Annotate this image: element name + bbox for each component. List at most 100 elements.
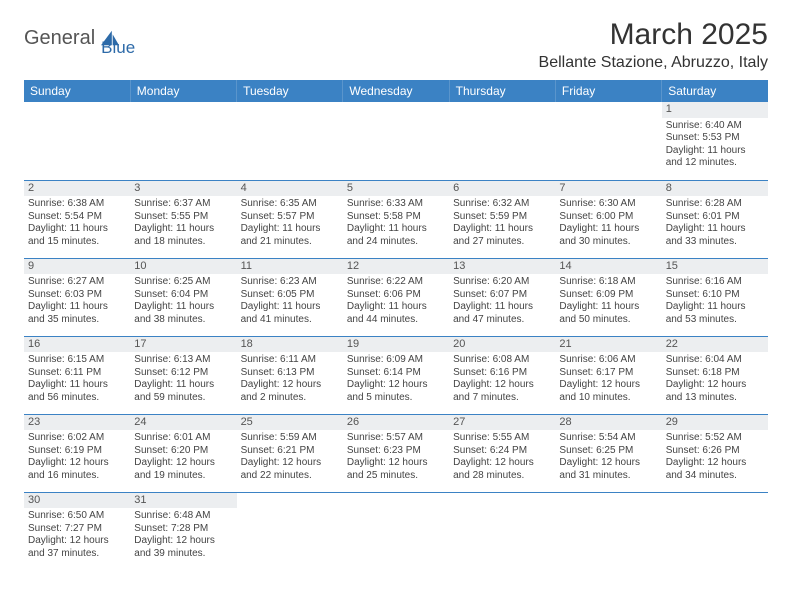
sunset-text: Sunset: 6:20 PM bbox=[134, 445, 232, 458]
calendar-day-cell: 24Sunrise: 6:01 AMSunset: 6:20 PMDayligh… bbox=[130, 414, 236, 492]
sunrise-text: Sunrise: 6:11 AM bbox=[241, 354, 339, 367]
daylight-text: Daylight: 12 hours and 39 minutes. bbox=[134, 535, 232, 560]
day-number: 2 bbox=[24, 181, 130, 197]
sunrise-text: Sunrise: 6:06 AM bbox=[559, 354, 657, 367]
day-number: 16 bbox=[24, 337, 130, 353]
daylight-text: Daylight: 11 hours and 50 minutes. bbox=[559, 301, 657, 326]
sunrise-text: Sunrise: 6:38 AM bbox=[28, 198, 126, 211]
sunrise-text: Sunrise: 6:30 AM bbox=[559, 198, 657, 211]
sunset-text: Sunset: 6:18 PM bbox=[666, 367, 764, 380]
calendar-day-cell bbox=[237, 102, 343, 180]
weekday-header: Friday bbox=[555, 80, 661, 102]
daylight-text: Daylight: 11 hours and 56 minutes. bbox=[28, 379, 126, 404]
daylight-text: Daylight: 12 hours and 28 minutes. bbox=[453, 457, 551, 482]
calendar-day-cell bbox=[662, 492, 768, 570]
weekday-header: Sunday bbox=[24, 80, 130, 102]
day-number: 9 bbox=[24, 259, 130, 275]
sunrise-text: Sunrise: 6:23 AM bbox=[241, 276, 339, 289]
calendar-day-cell: 21Sunrise: 6:06 AMSunset: 6:17 PMDayligh… bbox=[555, 336, 661, 414]
daylight-text: Daylight: 12 hours and 37 minutes. bbox=[28, 535, 126, 560]
calendar-day-cell: 26Sunrise: 5:57 AMSunset: 6:23 PMDayligh… bbox=[343, 414, 449, 492]
calendar-day-cell bbox=[555, 102, 661, 180]
sunset-text: Sunset: 6:06 PM bbox=[347, 289, 445, 302]
sunset-text: Sunset: 6:14 PM bbox=[347, 367, 445, 380]
day-number: 5 bbox=[343, 181, 449, 197]
sunrise-text: Sunrise: 6:37 AM bbox=[134, 198, 232, 211]
calendar-day-cell bbox=[343, 102, 449, 180]
sunrise-text: Sunrise: 5:52 AM bbox=[666, 432, 764, 445]
sunrise-text: Sunrise: 6:22 AM bbox=[347, 276, 445, 289]
calendar-day-cell bbox=[343, 492, 449, 570]
daylight-text: Daylight: 12 hours and 16 minutes. bbox=[28, 457, 126, 482]
sunrise-text: Sunrise: 6:27 AM bbox=[28, 276, 126, 289]
day-number: 7 bbox=[555, 181, 661, 197]
calendar-day-cell: 7Sunrise: 6:30 AMSunset: 6:00 PMDaylight… bbox=[555, 180, 661, 258]
calendar-day-cell: 2Sunrise: 6:38 AMSunset: 5:54 PMDaylight… bbox=[24, 180, 130, 258]
day-number: 12 bbox=[343, 259, 449, 275]
calendar-day-cell: 10Sunrise: 6:25 AMSunset: 6:04 PMDayligh… bbox=[130, 258, 236, 336]
day-number: 8 bbox=[662, 181, 768, 197]
day-number: 31 bbox=[130, 493, 236, 509]
month-title: March 2025 bbox=[539, 18, 768, 52]
daylight-text: Daylight: 11 hours and 24 minutes. bbox=[347, 223, 445, 248]
daylight-text: Daylight: 11 hours and 33 minutes. bbox=[666, 223, 764, 248]
calendar-day-cell bbox=[449, 492, 555, 570]
daylight-text: Daylight: 11 hours and 44 minutes. bbox=[347, 301, 445, 326]
sunset-text: Sunset: 6:23 PM bbox=[347, 445, 445, 458]
sunset-text: Sunset: 5:58 PM bbox=[347, 211, 445, 224]
calendar-day-cell bbox=[24, 102, 130, 180]
daylight-text: Daylight: 12 hours and 2 minutes. bbox=[241, 379, 339, 404]
calendar-day-cell: 18Sunrise: 6:11 AMSunset: 6:13 PMDayligh… bbox=[237, 336, 343, 414]
sunset-text: Sunset: 6:19 PM bbox=[28, 445, 126, 458]
daylight-text: Daylight: 12 hours and 25 minutes. bbox=[347, 457, 445, 482]
sunset-text: Sunset: 6:12 PM bbox=[134, 367, 232, 380]
sunrise-text: Sunrise: 5:59 AM bbox=[241, 432, 339, 445]
sunset-text: Sunset: 6:10 PM bbox=[666, 289, 764, 302]
calendar-day-cell: 25Sunrise: 5:59 AMSunset: 6:21 PMDayligh… bbox=[237, 414, 343, 492]
daylight-text: Daylight: 11 hours and 15 minutes. bbox=[28, 223, 126, 248]
calendar-week-row: 30Sunrise: 6:50 AMSunset: 7:27 PMDayligh… bbox=[24, 492, 768, 570]
calendar-day-cell bbox=[130, 102, 236, 180]
sunset-text: Sunset: 5:53 PM bbox=[666, 132, 764, 145]
sunset-text: Sunset: 5:54 PM bbox=[28, 211, 126, 224]
sunrise-text: Sunrise: 6:33 AM bbox=[347, 198, 445, 211]
weekday-header: Wednesday bbox=[343, 80, 449, 102]
sunrise-text: Sunrise: 6:01 AM bbox=[134, 432, 232, 445]
daylight-text: Daylight: 11 hours and 12 minutes. bbox=[666, 145, 764, 170]
calendar-day-cell: 12Sunrise: 6:22 AMSunset: 6:06 PMDayligh… bbox=[343, 258, 449, 336]
day-number: 26 bbox=[343, 415, 449, 431]
calendar-day-cell bbox=[555, 492, 661, 570]
sunrise-text: Sunrise: 6:25 AM bbox=[134, 276, 232, 289]
day-number: 10 bbox=[130, 259, 236, 275]
sunset-text: Sunset: 5:57 PM bbox=[241, 211, 339, 224]
daylight-text: Daylight: 12 hours and 34 minutes. bbox=[666, 457, 764, 482]
calendar-week-row: 23Sunrise: 6:02 AMSunset: 6:19 PMDayligh… bbox=[24, 414, 768, 492]
sunset-text: Sunset: 6:03 PM bbox=[28, 289, 126, 302]
sunrise-text: Sunrise: 5:57 AM bbox=[347, 432, 445, 445]
sunset-text: Sunset: 6:09 PM bbox=[559, 289, 657, 302]
sunrise-text: Sunrise: 6:18 AM bbox=[559, 276, 657, 289]
day-number: 17 bbox=[130, 337, 236, 353]
daylight-text: Daylight: 12 hours and 7 minutes. bbox=[453, 379, 551, 404]
weekday-header: Monday bbox=[130, 80, 236, 102]
day-number: 30 bbox=[24, 493, 130, 509]
day-number: 24 bbox=[130, 415, 236, 431]
daylight-text: Daylight: 11 hours and 38 minutes. bbox=[134, 301, 232, 326]
sunset-text: Sunset: 6:01 PM bbox=[666, 211, 764, 224]
day-number: 21 bbox=[555, 337, 661, 353]
daylight-text: Daylight: 11 hours and 59 minutes. bbox=[134, 379, 232, 404]
sunrise-text: Sunrise: 6:35 AM bbox=[241, 198, 339, 211]
sunrise-text: Sunrise: 6:08 AM bbox=[453, 354, 551, 367]
logo: General Blue bbox=[24, 18, 135, 58]
sunrise-text: Sunrise: 5:54 AM bbox=[559, 432, 657, 445]
daylight-text: Daylight: 12 hours and 31 minutes. bbox=[559, 457, 657, 482]
sunset-text: Sunset: 6:05 PM bbox=[241, 289, 339, 302]
calendar-week-row: 2Sunrise: 6:38 AMSunset: 5:54 PMDaylight… bbox=[24, 180, 768, 258]
daylight-text: Daylight: 12 hours and 10 minutes. bbox=[559, 379, 657, 404]
daylight-text: Daylight: 12 hours and 19 minutes. bbox=[134, 457, 232, 482]
sunset-text: Sunset: 6:21 PM bbox=[241, 445, 339, 458]
weekday-row: Sunday Monday Tuesday Wednesday Thursday… bbox=[24, 80, 768, 102]
daylight-text: Daylight: 11 hours and 21 minutes. bbox=[241, 223, 339, 248]
daylight-text: Daylight: 12 hours and 13 minutes. bbox=[666, 379, 764, 404]
sunset-text: Sunset: 5:55 PM bbox=[134, 211, 232, 224]
